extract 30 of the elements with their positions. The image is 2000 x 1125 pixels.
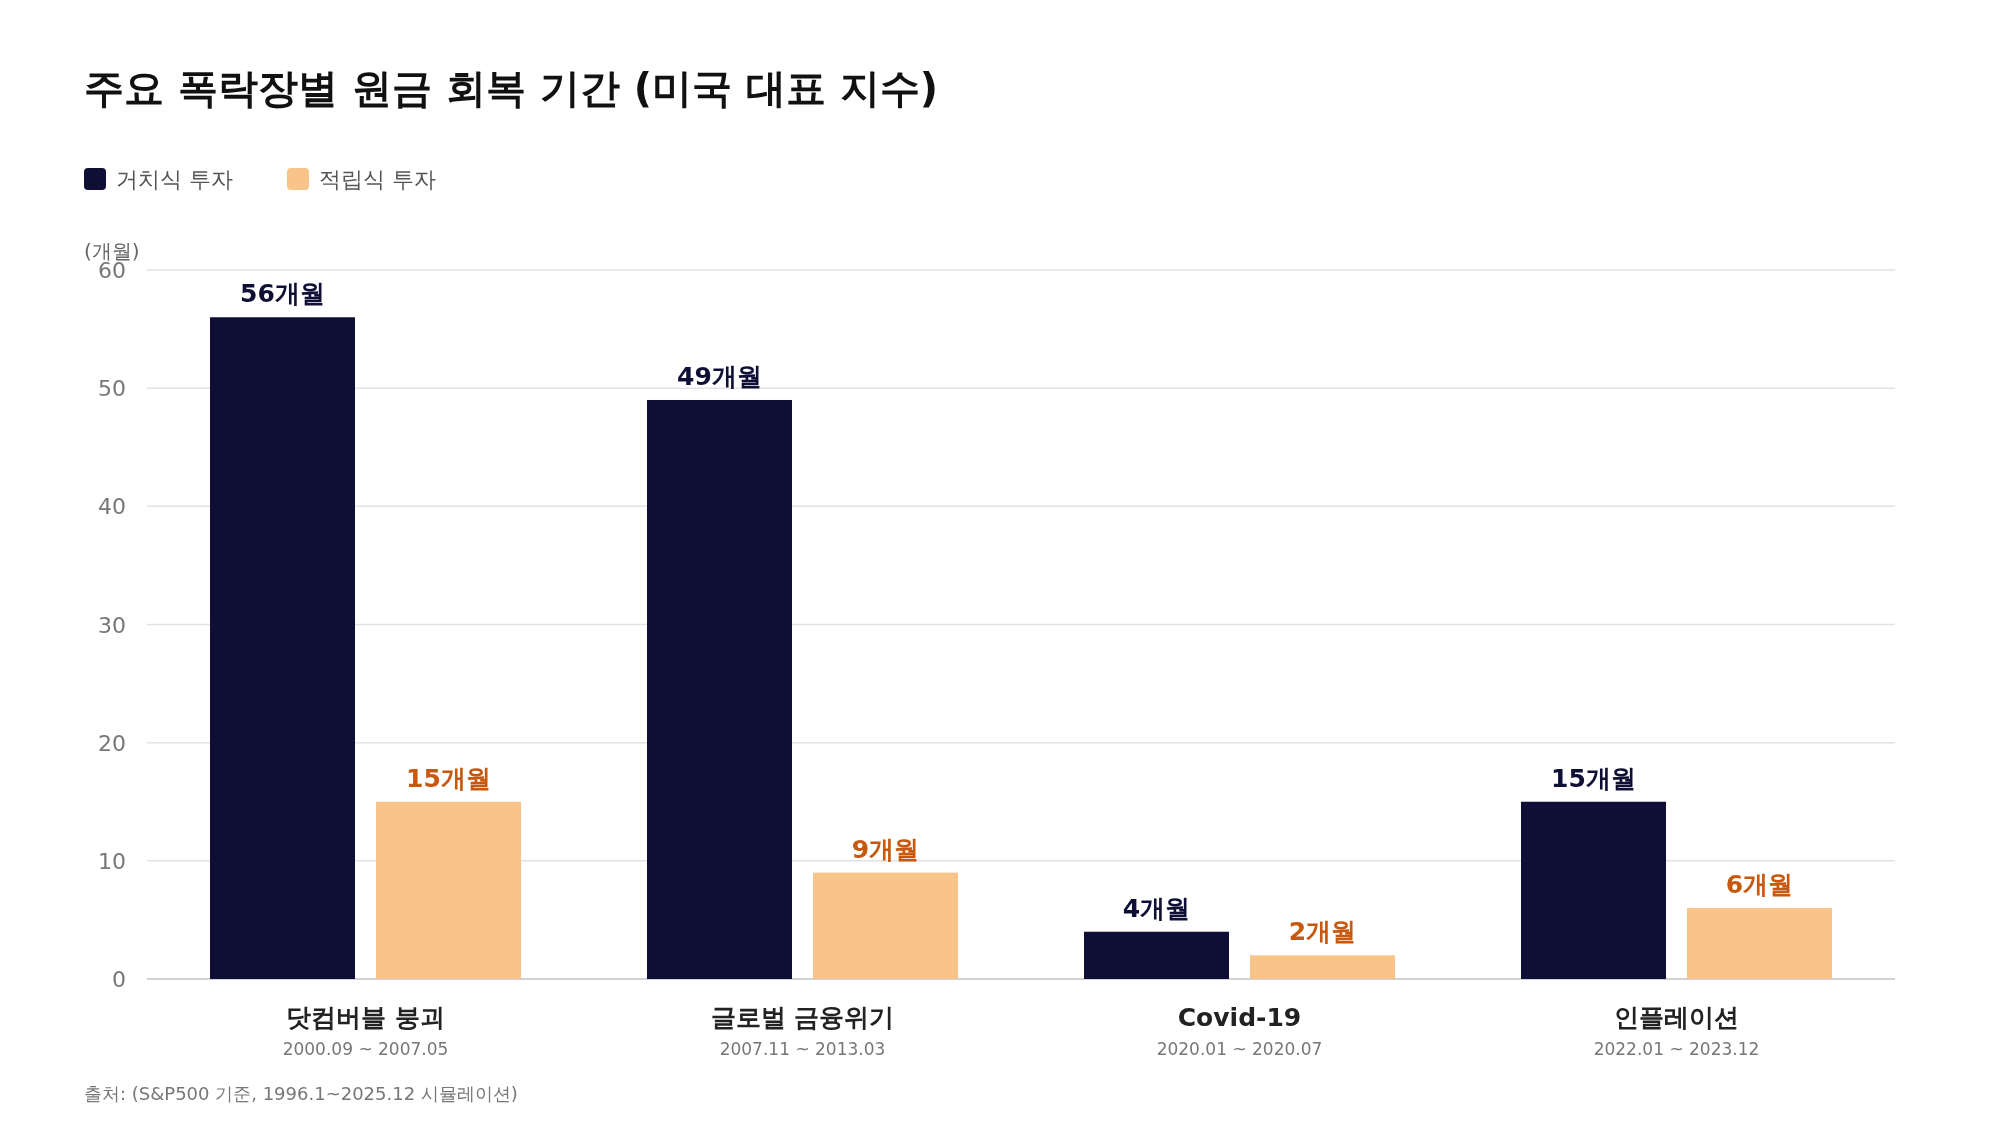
bar bbox=[1250, 955, 1395, 979]
y-tick-label: 30 bbox=[98, 612, 126, 638]
y-tick-label: 40 bbox=[98, 494, 126, 520]
data-label: 6개월 bbox=[1725, 870, 1794, 900]
data-label: 2개월 bbox=[1288, 917, 1357, 947]
data-label: 4개월 bbox=[1122, 893, 1191, 923]
source-note: 출처: (S&P500 기준, 1996.1~2025.12 시뮬레이션) bbox=[84, 1083, 518, 1104]
data-label: 15개월 bbox=[1551, 763, 1636, 793]
x-tick-label: 글로벌 금융위기 2007.11 ~ 2013.03 bbox=[710, 1003, 895, 1059]
legend-label: 적립식 투자 bbox=[319, 167, 436, 192]
legend-label: 거치식 투자 bbox=[116, 167, 233, 192]
data-label: 15개월 bbox=[406, 763, 491, 793]
bar bbox=[813, 872, 958, 979]
bar bbox=[647, 399, 792, 979]
x-tick-label: 인플레이션 2022.01 ~ 2023.12 bbox=[1593, 1003, 1760, 1059]
data-label: 56개월 bbox=[240, 279, 325, 309]
bar bbox=[1521, 801, 1666, 979]
y-tick-label: 10 bbox=[98, 848, 126, 874]
data-label: 9개월 bbox=[851, 834, 920, 864]
y-tick-label: 50 bbox=[98, 376, 126, 402]
data-label: 49개월 bbox=[677, 361, 762, 391]
chart-title: 주요 폭락장별 원금 회복 기간 (미국 대표 지수) bbox=[84, 65, 939, 111]
y-tick-label: 20 bbox=[98, 730, 126, 756]
x-tick-label: Covid-19 2020.01 ~ 2020.07 bbox=[1156, 1003, 1323, 1059]
y-tick-label: 0 bbox=[112, 967, 126, 992]
bar bbox=[1687, 908, 1832, 979]
bar bbox=[210, 317, 355, 979]
bar bbox=[1084, 931, 1229, 979]
x-tick-label: 닷컴버블 붕괴 2000.09 ~ 2007.05 bbox=[282, 1003, 449, 1059]
bar bbox=[376, 801, 521, 979]
